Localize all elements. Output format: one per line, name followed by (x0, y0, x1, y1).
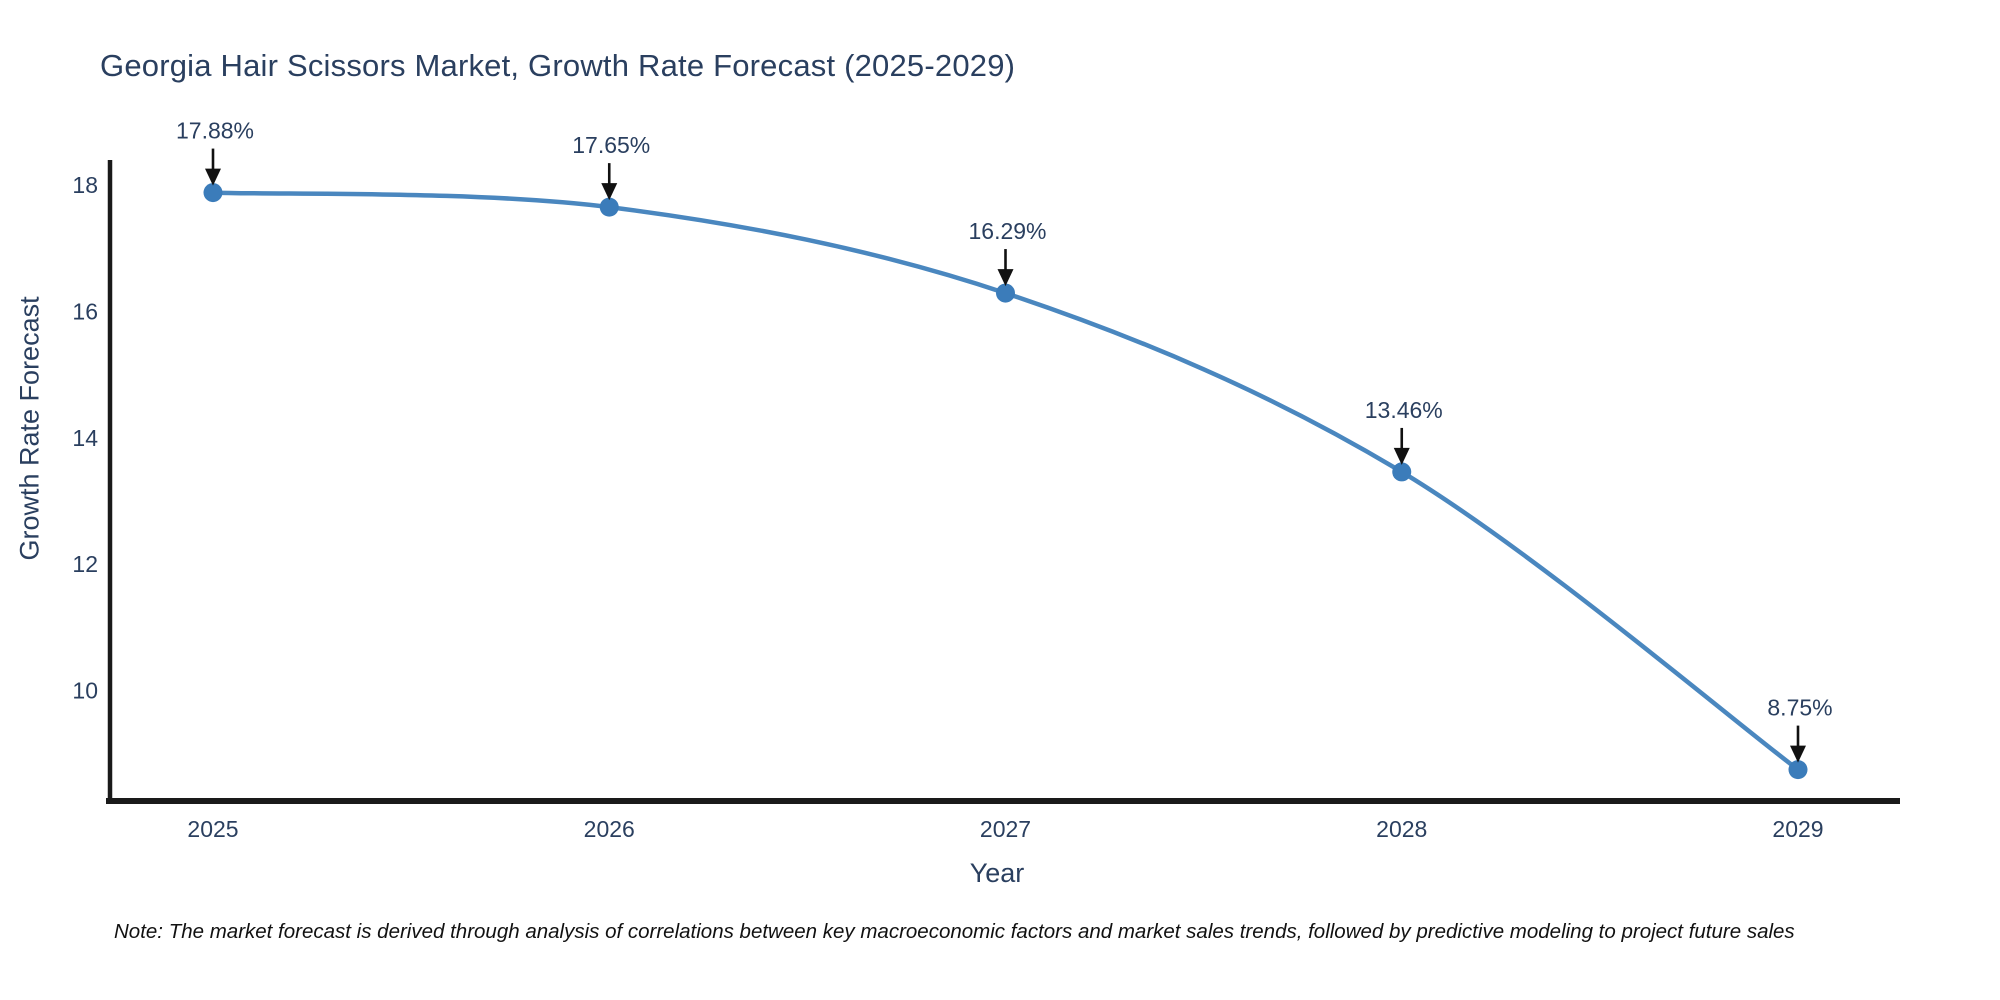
annotation-arrowhead-icon (1790, 745, 1806, 763)
annotation-arrowhead-icon (997, 269, 1014, 287)
x-tick-label: 2025 (187, 816, 238, 842)
data-point-marker (996, 283, 1015, 303)
annotation-arrowhead-icon (205, 168, 221, 186)
footnote: Note: The market forecast is derived thr… (114, 920, 1795, 943)
annotation-arrowhead-icon (601, 183, 618, 201)
x-axis-title: Year (969, 858, 1025, 888)
x-tick-label: 2029 (1772, 816, 1823, 842)
data-point-marker (1392, 462, 1412, 482)
y-tick-label: 18 (72, 172, 98, 198)
forecast-line (210, 190, 1801, 772)
point-value-label: 8.75% (1767, 695, 1832, 721)
annotation-arrowhead-icon (1393, 447, 1410, 465)
chart-title: Georgia Hair Scissors Market, Growth Rat… (100, 48, 1016, 83)
point-value-label: 13.46% (1365, 397, 1443, 423)
data-point-marker (1788, 760, 1808, 780)
y-tick-label: 14 (72, 425, 98, 451)
point-value-label: 17.65% (572, 132, 650, 158)
data-point-marker (599, 197, 619, 217)
y-tick-label: 16 (72, 298, 98, 324)
x-tick-label: 2026 (584, 816, 635, 842)
y-tick-label: 10 (72, 678, 98, 704)
x-tick-label: 2028 (1376, 816, 1427, 842)
data-point-marker (203, 183, 223, 203)
y-tick-label: 12 (72, 551, 98, 577)
x-tick-label: 2027 (980, 816, 1031, 842)
point-value-label: 17.88% (176, 118, 254, 144)
point-value-label: 16.29% (968, 218, 1046, 244)
